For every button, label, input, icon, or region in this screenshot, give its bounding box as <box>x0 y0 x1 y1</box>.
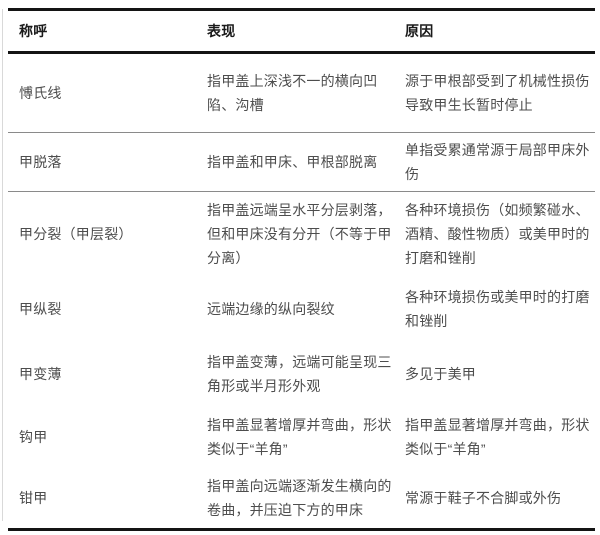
cause-cell: 单指受累通常源于局部甲床外伤 <box>405 142 590 182</box>
manifestation-cell: 指甲盖向远端逐渐发生横向的卷曲，并压迫下方的甲床 <box>207 478 392 518</box>
table-row: 甲变薄 指甲盖变薄，远端可能呈现三角形或半月形外观 多见于美甲 <box>8 342 595 406</box>
manifestation-cell: 指甲盖上深浅不一的横向凹陷、沟槽 <box>207 73 378 113</box>
condition-name: 甲分裂（甲层裂） <box>19 226 133 242</box>
condition-name: 愽氏线 <box>19 85 62 101</box>
condition-name: 甲变薄 <box>19 366 62 382</box>
cause-cell: 常源于鞋子不合脚或外伤 <box>405 490 562 506</box>
manifestation-cell: 指甲盖变薄，远端可能呈现三角形或半月形外观 <box>207 354 392 394</box>
cause-cell: 指甲盖显著增厚并弯曲，形状类似于“羊角” <box>405 417 590 457</box>
table-row: 钩甲 指甲盖显著增厚并弯曲，形状类似于“羊角” 指甲盖显著增厚并弯曲，形状类似于… <box>8 406 595 468</box>
manifestation-cell: 指甲盖显著增厚并弯曲，形状类似于“羊角” <box>207 417 392 457</box>
nail-conditions-table: 称呼 表现 原因 愽氏线 指甲盖上深浅不一的横向凹陷、沟槽 源于甲根部受到了机械… <box>8 8 595 531</box>
cause-cell: 多见于美甲 <box>405 366 476 382</box>
header-name: 称呼 <box>19 23 48 39</box>
manifestation-cell: 指甲盖远端呈水平分层剥落，但和甲床没有分开（不等于甲分离） <box>207 202 392 266</box>
left-edge-rule <box>2 9 3 521</box>
manifestation-cell: 远端边缘的纵向裂纹 <box>207 301 335 317</box>
manifestation-cell: 指甲盖和甲床、甲根部脱离 <box>207 154 378 170</box>
table-row: 钳甲 指甲盖向远端逐渐发生横向的卷曲，并压迫下方的甲床 常源于鞋子不合脚或外伤 <box>8 468 595 528</box>
header-cause: 原因 <box>405 23 434 39</box>
table-row: 甲纵裂 远端边缘的纵向裂纹 各种环境损伤或美甲时的打磨和锉削 <box>8 276 595 342</box>
table-header-row: 称呼 表现 原因 <box>8 11 595 54</box>
cause-cell: 各种环境损伤（如频繁碰水、酒精、酸性物质）或美甲时的打磨和锉削 <box>405 202 590 266</box>
condition-name: 甲纵裂 <box>19 301 62 317</box>
table-row: 愽氏线 指甲盖上深浅不一的横向凹陷、沟槽 源于甲根部受到了机械性损伤导致甲生长暂… <box>8 54 595 133</box>
condition-name: 甲脱落 <box>19 154 62 170</box>
condition-name: 钳甲 <box>19 490 48 506</box>
cause-cell: 各种环境损伤或美甲时的打磨和锉削 <box>405 289 590 329</box>
table-row: 甲脱落 指甲盖和甲床、甲根部脱离 单指受累通常源于局部甲床外伤 <box>8 133 595 192</box>
condition-name: 钩甲 <box>19 429 48 445</box>
table-row: 甲分裂（甲层裂） 指甲盖远端呈水平分层剥落，但和甲床没有分开（不等于甲分离） 各… <box>8 192 595 276</box>
header-manifestation: 表现 <box>207 23 236 39</box>
cause-cell: 源于甲根部受到了机械性损伤导致甲生长暂时停止 <box>405 73 590 113</box>
